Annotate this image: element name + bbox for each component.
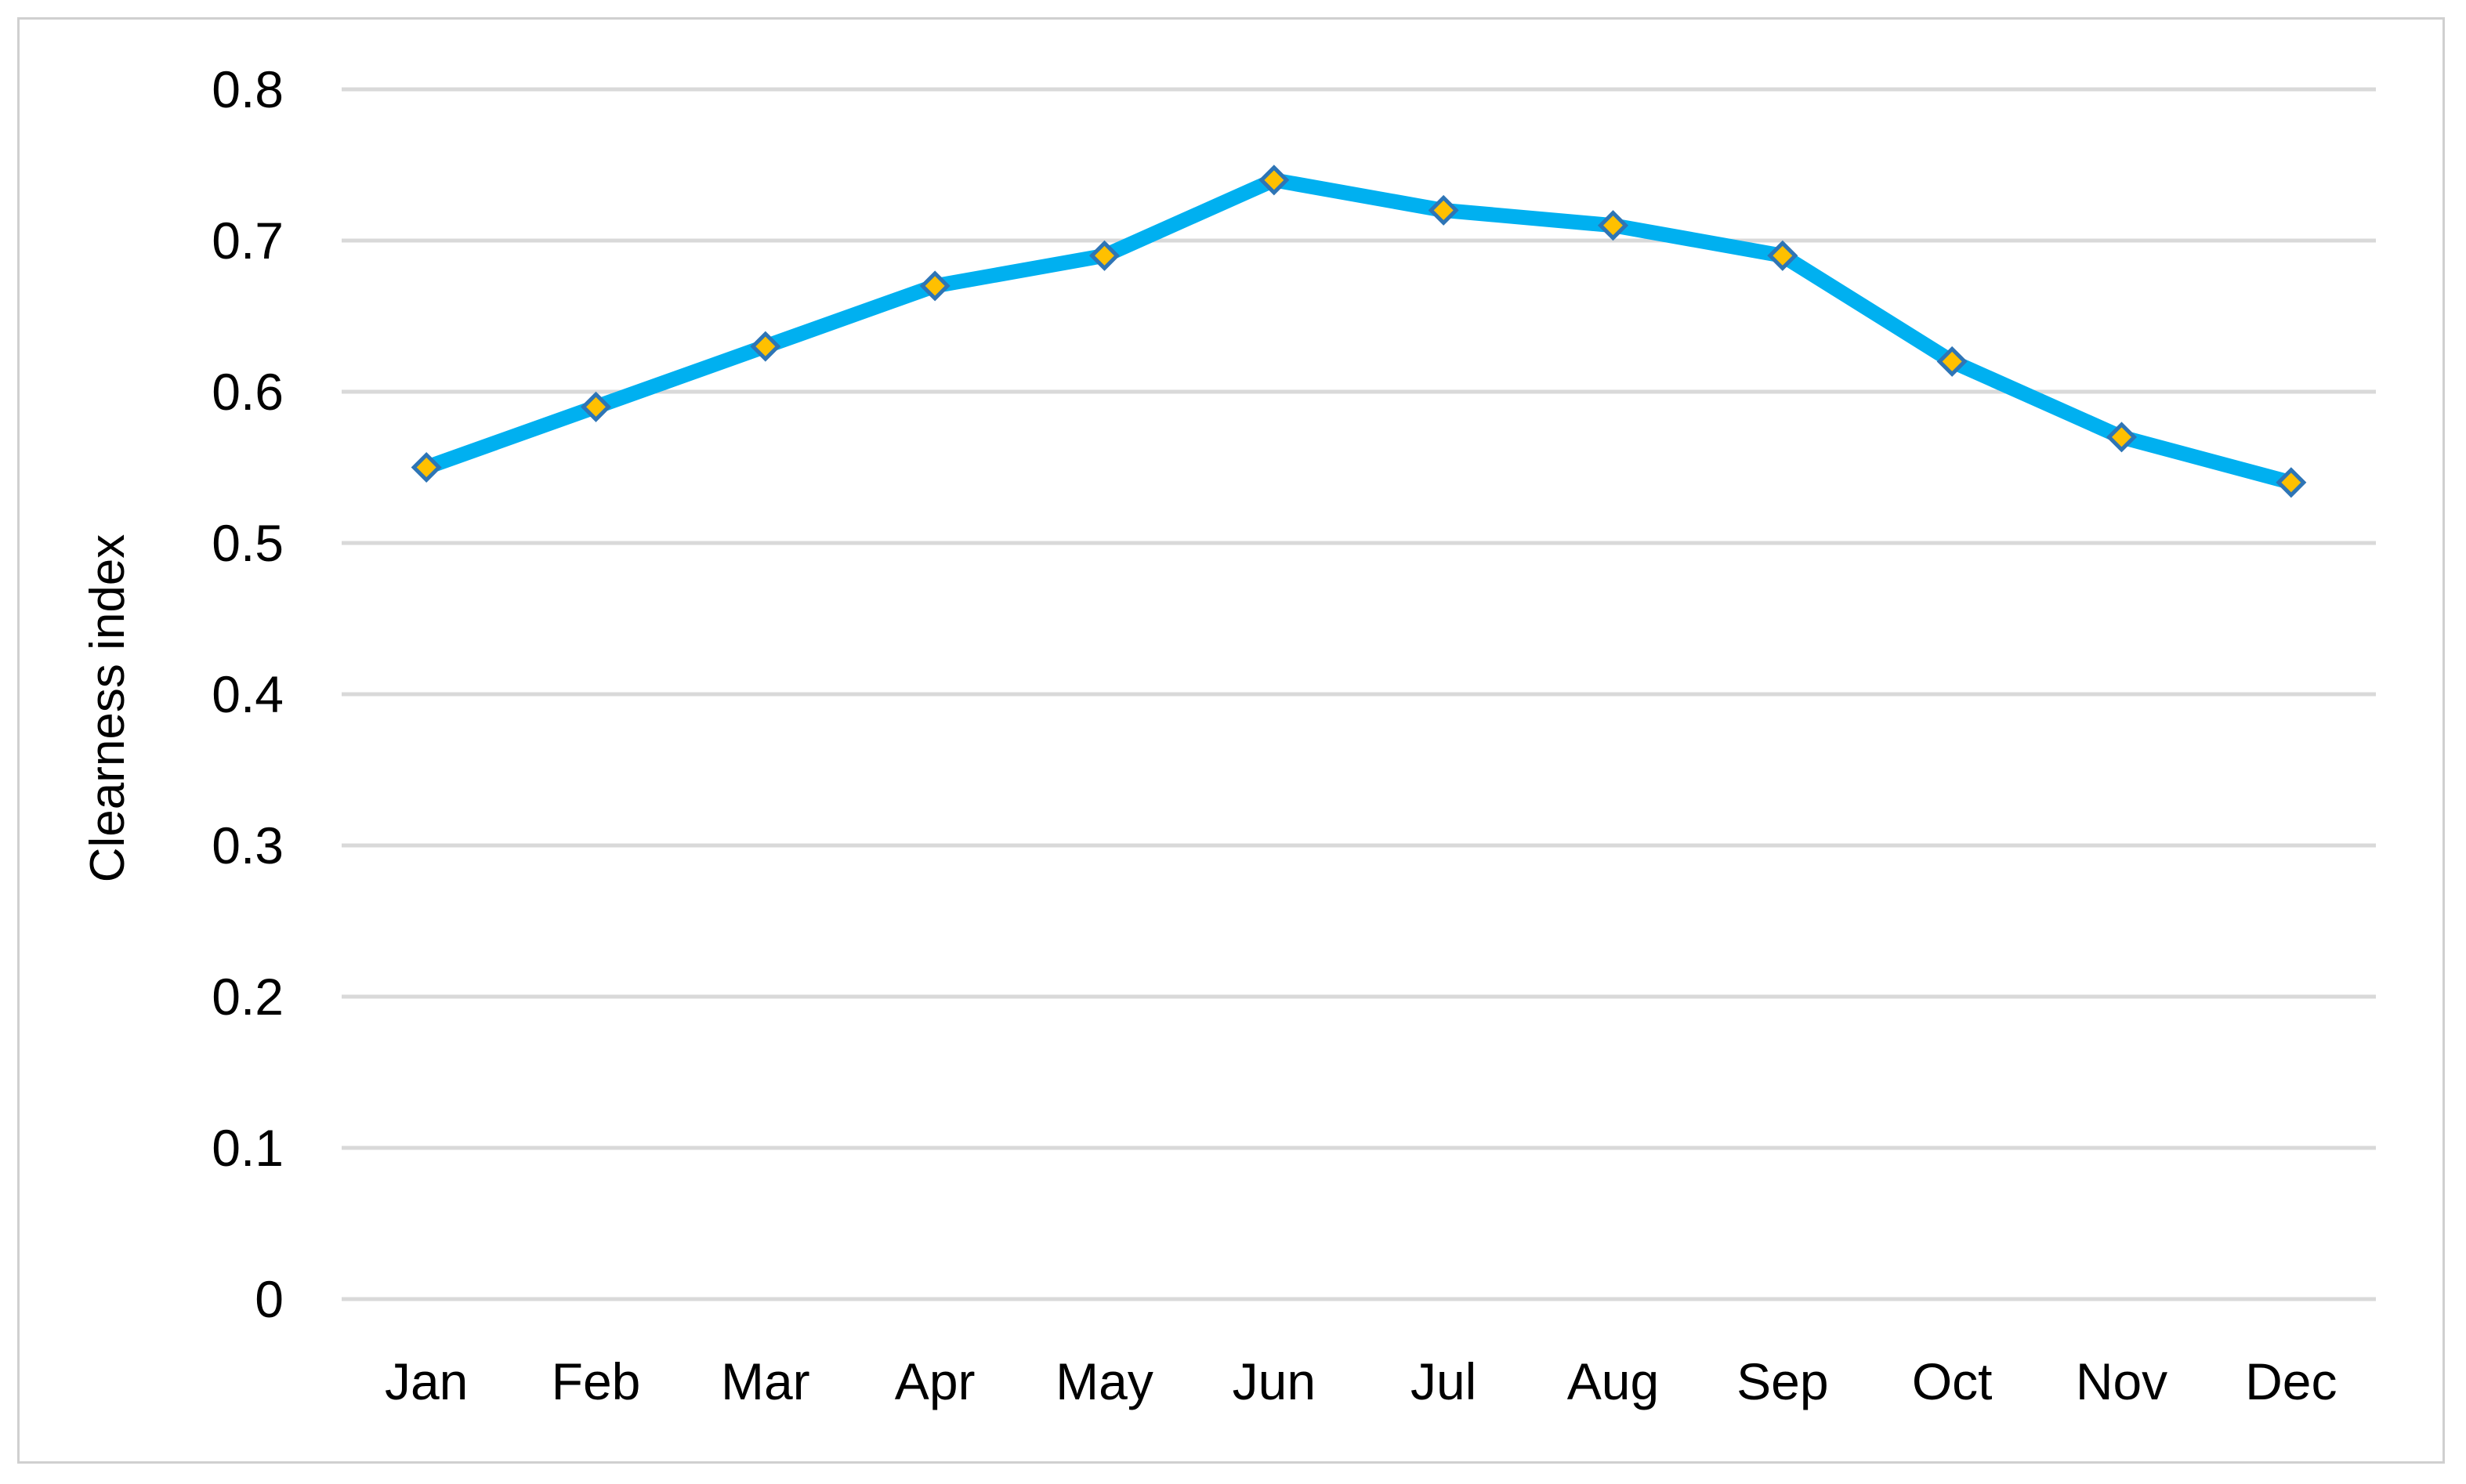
y-tick-label: 0.2: [212, 968, 284, 1026]
y-tick-label: 0.1: [212, 1119, 284, 1177]
series-layer: [411, 165, 2307, 498]
x-tick-label: May: [1056, 1352, 1153, 1410]
data-point-marker: [1258, 165, 1290, 196]
series-line: [418, 172, 2299, 490]
data-point-marker: [1597, 210, 1629, 241]
y-axis-title: Clearness index: [81, 534, 135, 883]
x-tick-label: Dec: [2245, 1352, 2337, 1410]
y-tick-label: 0.6: [212, 363, 284, 421]
x-tick-label: Jun: [1233, 1352, 1316, 1410]
x-tick-label: Feb: [552, 1352, 641, 1410]
data-point-marker: [1428, 194, 1459, 226]
y-tick-label: 0.8: [212, 60, 284, 118]
y-tick-label: 0.4: [212, 665, 284, 723]
y-tick-label: 0.3: [212, 816, 284, 874]
x-tick-label: Apr: [895, 1352, 976, 1410]
data-point-marker: [1936, 346, 1968, 377]
x-tick-labels: Jan Feb Mar Apr May Jun Jul Aug Sep Oct Nov Dec: [385, 1352, 2337, 1410]
data-point-marker: [580, 391, 612, 422]
data-point-marker: [750, 331, 781, 362]
x-tick-label: Mar: [721, 1352, 810, 1410]
data-point-marker: [1767, 240, 1798, 271]
x-tick-label: Nov: [2076, 1352, 2167, 1410]
data-point-marker: [919, 270, 951, 302]
data-point-marker: [1088, 240, 1121, 271]
x-tick-label: Aug: [1567, 1352, 1659, 1410]
y-tick-labels: 0 0.1 0.2 0.3 0.4 0.5 0.6 0.7 0.8: [212, 60, 284, 1328]
x-tick-label: Oct: [1912, 1352, 1993, 1410]
data-point-marker: [2276, 467, 2307, 498]
x-tick-label: Jan: [385, 1352, 468, 1410]
y-tick-label: 0: [255, 1270, 284, 1328]
y-tick-label: 0.5: [212, 514, 284, 572]
chart-frame: [17, 17, 2445, 1464]
x-tick-label: Jul: [1410, 1352, 1476, 1410]
y-tick-label: 0.7: [212, 212, 284, 270]
data-point-marker: [2106, 422, 2138, 453]
gridlines: [342, 87, 2376, 1301]
data-point-marker: [411, 451, 442, 483]
x-tick-label: Sep: [1736, 1352, 1828, 1410]
